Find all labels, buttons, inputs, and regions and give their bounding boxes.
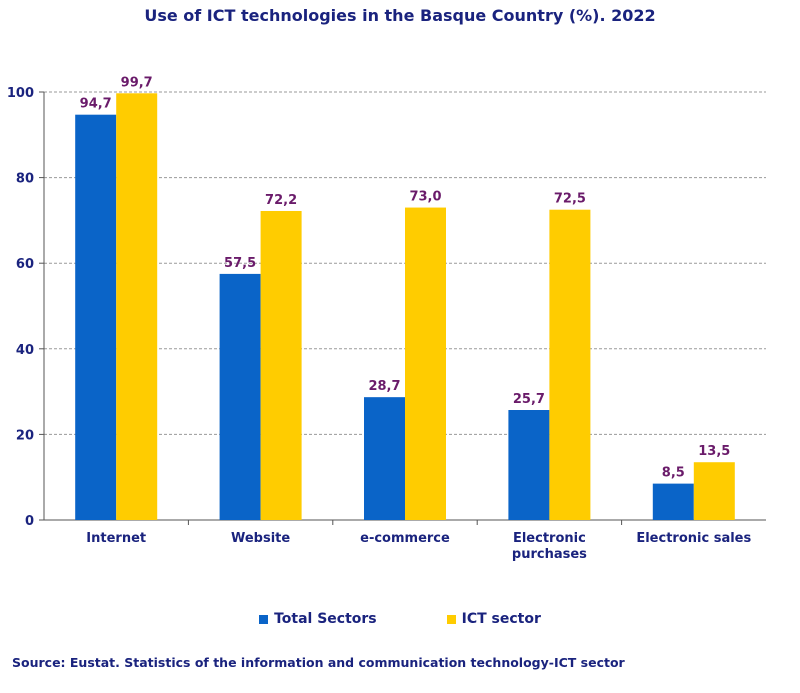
data-label: 94,7 <box>80 97 112 112</box>
bar-chart: 0 20 40 60 80 100 94,7 99,7 Internet 57,5 72,2 Webs… <box>7 75 766 562</box>
x-tick-label: e-commerce <box>360 531 450 546</box>
y-tick-label: 60 <box>16 257 34 272</box>
bar-ict-sector <box>549 209 591 520</box>
x-tick-label: Website <box>231 531 290 546</box>
data-label: 99,7 <box>121 75 153 90</box>
legend-label-ict-sector: ICT sector <box>461 611 541 627</box>
bar-ict-sector <box>405 207 446 520</box>
x-tick-label: Internet <box>86 531 146 546</box>
y-tick-label: 0 <box>25 514 34 529</box>
data-label: 72,2 <box>265 193 297 208</box>
legend-swatch-total-sectors <box>259 614 269 624</box>
bar-total-sectors <box>652 483 694 520</box>
legend-item-ict-sector: ICT sector <box>446 611 541 627</box>
x-tick-label: Electronic sales <box>636 531 751 546</box>
bar-ict-sector <box>693 462 735 520</box>
bar-ict-sector <box>116 93 158 520</box>
legend-label-total-sectors: Total Sectors <box>274 611 377 627</box>
data-label: 8,5 <box>662 466 685 481</box>
data-label: 73,0 <box>409 190 441 205</box>
y-tick-label: 40 <box>16 343 34 358</box>
x-tick-label: Electronic purchases <box>512 531 587 562</box>
y-tick-label: 100 <box>7 86 34 101</box>
legend-swatch-ict-sector <box>446 614 456 624</box>
data-label: 25,7 <box>513 392 545 407</box>
bar-total-sectors <box>75 114 117 521</box>
legend: Total Sectors ICT sector <box>0 611 800 627</box>
y-tick-label: 80 <box>16 172 34 187</box>
data-label: 28,7 <box>368 379 400 394</box>
y-tick-label: 20 <box>16 428 34 443</box>
data-label: 72,5 <box>554 192 586 207</box>
chart-title: Use of ICT technologies in the Basque Co… <box>144 6 656 25</box>
bar-total-sectors <box>219 273 261 520</box>
legend-item-total-sectors: Total Sectors <box>259 611 377 627</box>
bar-total-sectors <box>508 410 550 520</box>
bar-total-sectors <box>364 397 405 520</box>
data-label: 13,5 <box>698 444 730 459</box>
source-note: Source: Eustat. Statistics of the inform… <box>12 655 625 670</box>
data-label: 57,5 <box>224 256 256 271</box>
bar-ict-sector <box>260 210 302 520</box>
